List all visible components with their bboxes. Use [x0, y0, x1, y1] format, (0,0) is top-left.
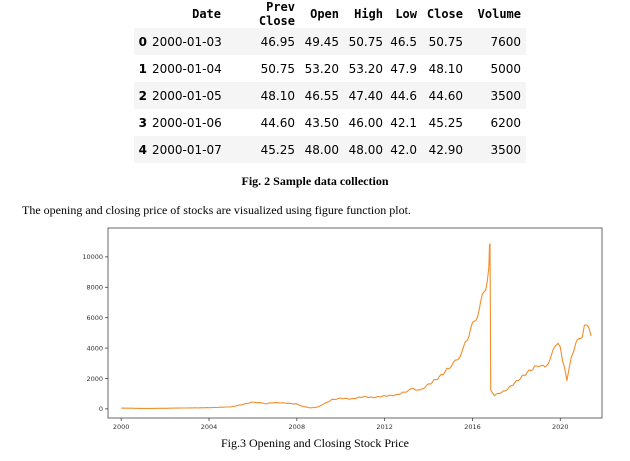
table-cell: 2000-01-06: [152, 109, 226, 136]
table-cell: 5000: [468, 55, 526, 82]
table-cell: 46.55: [300, 82, 344, 109]
table-row: 4 2000-01-07 45.25 48.00 48.00 42.0 42.9…: [134, 136, 526, 163]
table-cell: 2000-01-05: [152, 82, 226, 109]
y-tick-label: 6000: [86, 314, 103, 322]
column-header: [134, 0, 152, 28]
table-cell: 47.40: [344, 82, 388, 109]
x-tick-label: 2020: [552, 423, 569, 431]
table-cell: 46.95: [226, 28, 300, 55]
row-index: 3: [134, 109, 152, 136]
row-index: 4: [134, 136, 152, 163]
price-series-line: [121, 243, 592, 409]
table-header-row: Date Prev Close Open High Low Close Volu…: [134, 0, 526, 28]
table-cell: 2000-01-03: [152, 28, 226, 55]
table-cell: 49.45: [300, 28, 344, 55]
y-tick-label: 2000: [86, 375, 103, 383]
table-cell: 44.60: [226, 109, 300, 136]
table-cell: 3500: [468, 136, 526, 163]
table-row: 0 2000-01-03 46.95 49.45 50.75 46.5 50.7…: [134, 28, 526, 55]
table-cell: 45.25: [226, 136, 300, 163]
table-cell: 44.60: [422, 82, 468, 109]
y-tick-label: 8000: [86, 284, 103, 292]
table-cell: 46.00: [344, 109, 388, 136]
row-index: 0: [134, 28, 152, 55]
table-cell: 50.75: [226, 55, 300, 82]
column-header: Volume: [477, 7, 521, 21]
table-cell: 2000-01-04: [152, 55, 226, 82]
table-cell: 48.10: [226, 82, 300, 109]
row-index: 1: [134, 55, 152, 82]
x-tick-label: 2012: [376, 423, 393, 431]
column-header: High: [354, 7, 383, 21]
table-cell: 3500: [468, 82, 526, 109]
data-table: Date Prev Close Open High Low Close Volu…: [134, 0, 526, 163]
plot-area-frame: [107, 227, 603, 419]
column-header: Close: [426, 7, 463, 21]
table-cell: 7600: [468, 28, 526, 55]
table-cell: 43.50: [300, 109, 344, 136]
x-tick-label: 2000: [113, 423, 130, 431]
x-tick-label: 2004: [201, 423, 218, 431]
table-cell: 42.90: [422, 136, 468, 163]
table-cell: 50.75: [422, 28, 468, 55]
table-cell: 48.00: [300, 136, 344, 163]
table-cell: 44.6: [388, 82, 422, 109]
table-cell: 2000-01-07: [152, 136, 226, 163]
y-tick-label: 10000: [82, 253, 103, 261]
table-cell: 42.0: [388, 136, 422, 163]
y-tick-label: 0: [99, 405, 103, 413]
table-cell: 47.9: [388, 55, 422, 82]
row-index: 2: [134, 82, 152, 109]
table-row: 3 2000-01-06 44.60 43.50 46.00 42.1 45.2…: [134, 109, 526, 136]
stock-price-line-chart: 2000 2004 2008 2012 2016 2020 0 2000 4000 6000 800…: [82, 227, 603, 431]
table-row: 1 2000-01-04 50.75 53.20 53.20 47.9 48.1…: [134, 55, 526, 82]
table-cell: 42.1: [388, 109, 422, 136]
table-cell: 45.25: [422, 109, 468, 136]
table-cell: 53.20: [300, 55, 344, 82]
x-tick-label: 2016: [464, 423, 481, 431]
table-cell: 46.5: [388, 28, 422, 55]
table-cell: 48.10: [422, 55, 468, 82]
column-header: Prev Close: [258, 0, 295, 28]
column-header: Date: [192, 7, 221, 21]
figure-2-caption: Fig. 2 Sample data collection: [241, 174, 389, 188]
data-table-container: Date Prev Close Open High Low Close Volu…: [134, 0, 526, 163]
x-tick-label: 2008: [289, 423, 306, 431]
table-row: 2 2000-01-05 48.10 46.55 47.40 44.6 44.6…: [134, 82, 526, 109]
column-header: Open: [310, 7, 339, 21]
y-tick-label: 4000: [86, 344, 103, 352]
figure-3-caption: Fig.3 Opening and Closing Stock Price: [221, 436, 409, 450]
column-header: Low: [395, 7, 417, 21]
body-paragraph: The opening and closing price of stocks …: [22, 203, 411, 217]
table-cell: 53.20: [344, 55, 388, 82]
table-cell: 6200: [468, 109, 526, 136]
table-cell: 48.00: [344, 136, 388, 163]
table-cell: 50.75: [344, 28, 388, 55]
